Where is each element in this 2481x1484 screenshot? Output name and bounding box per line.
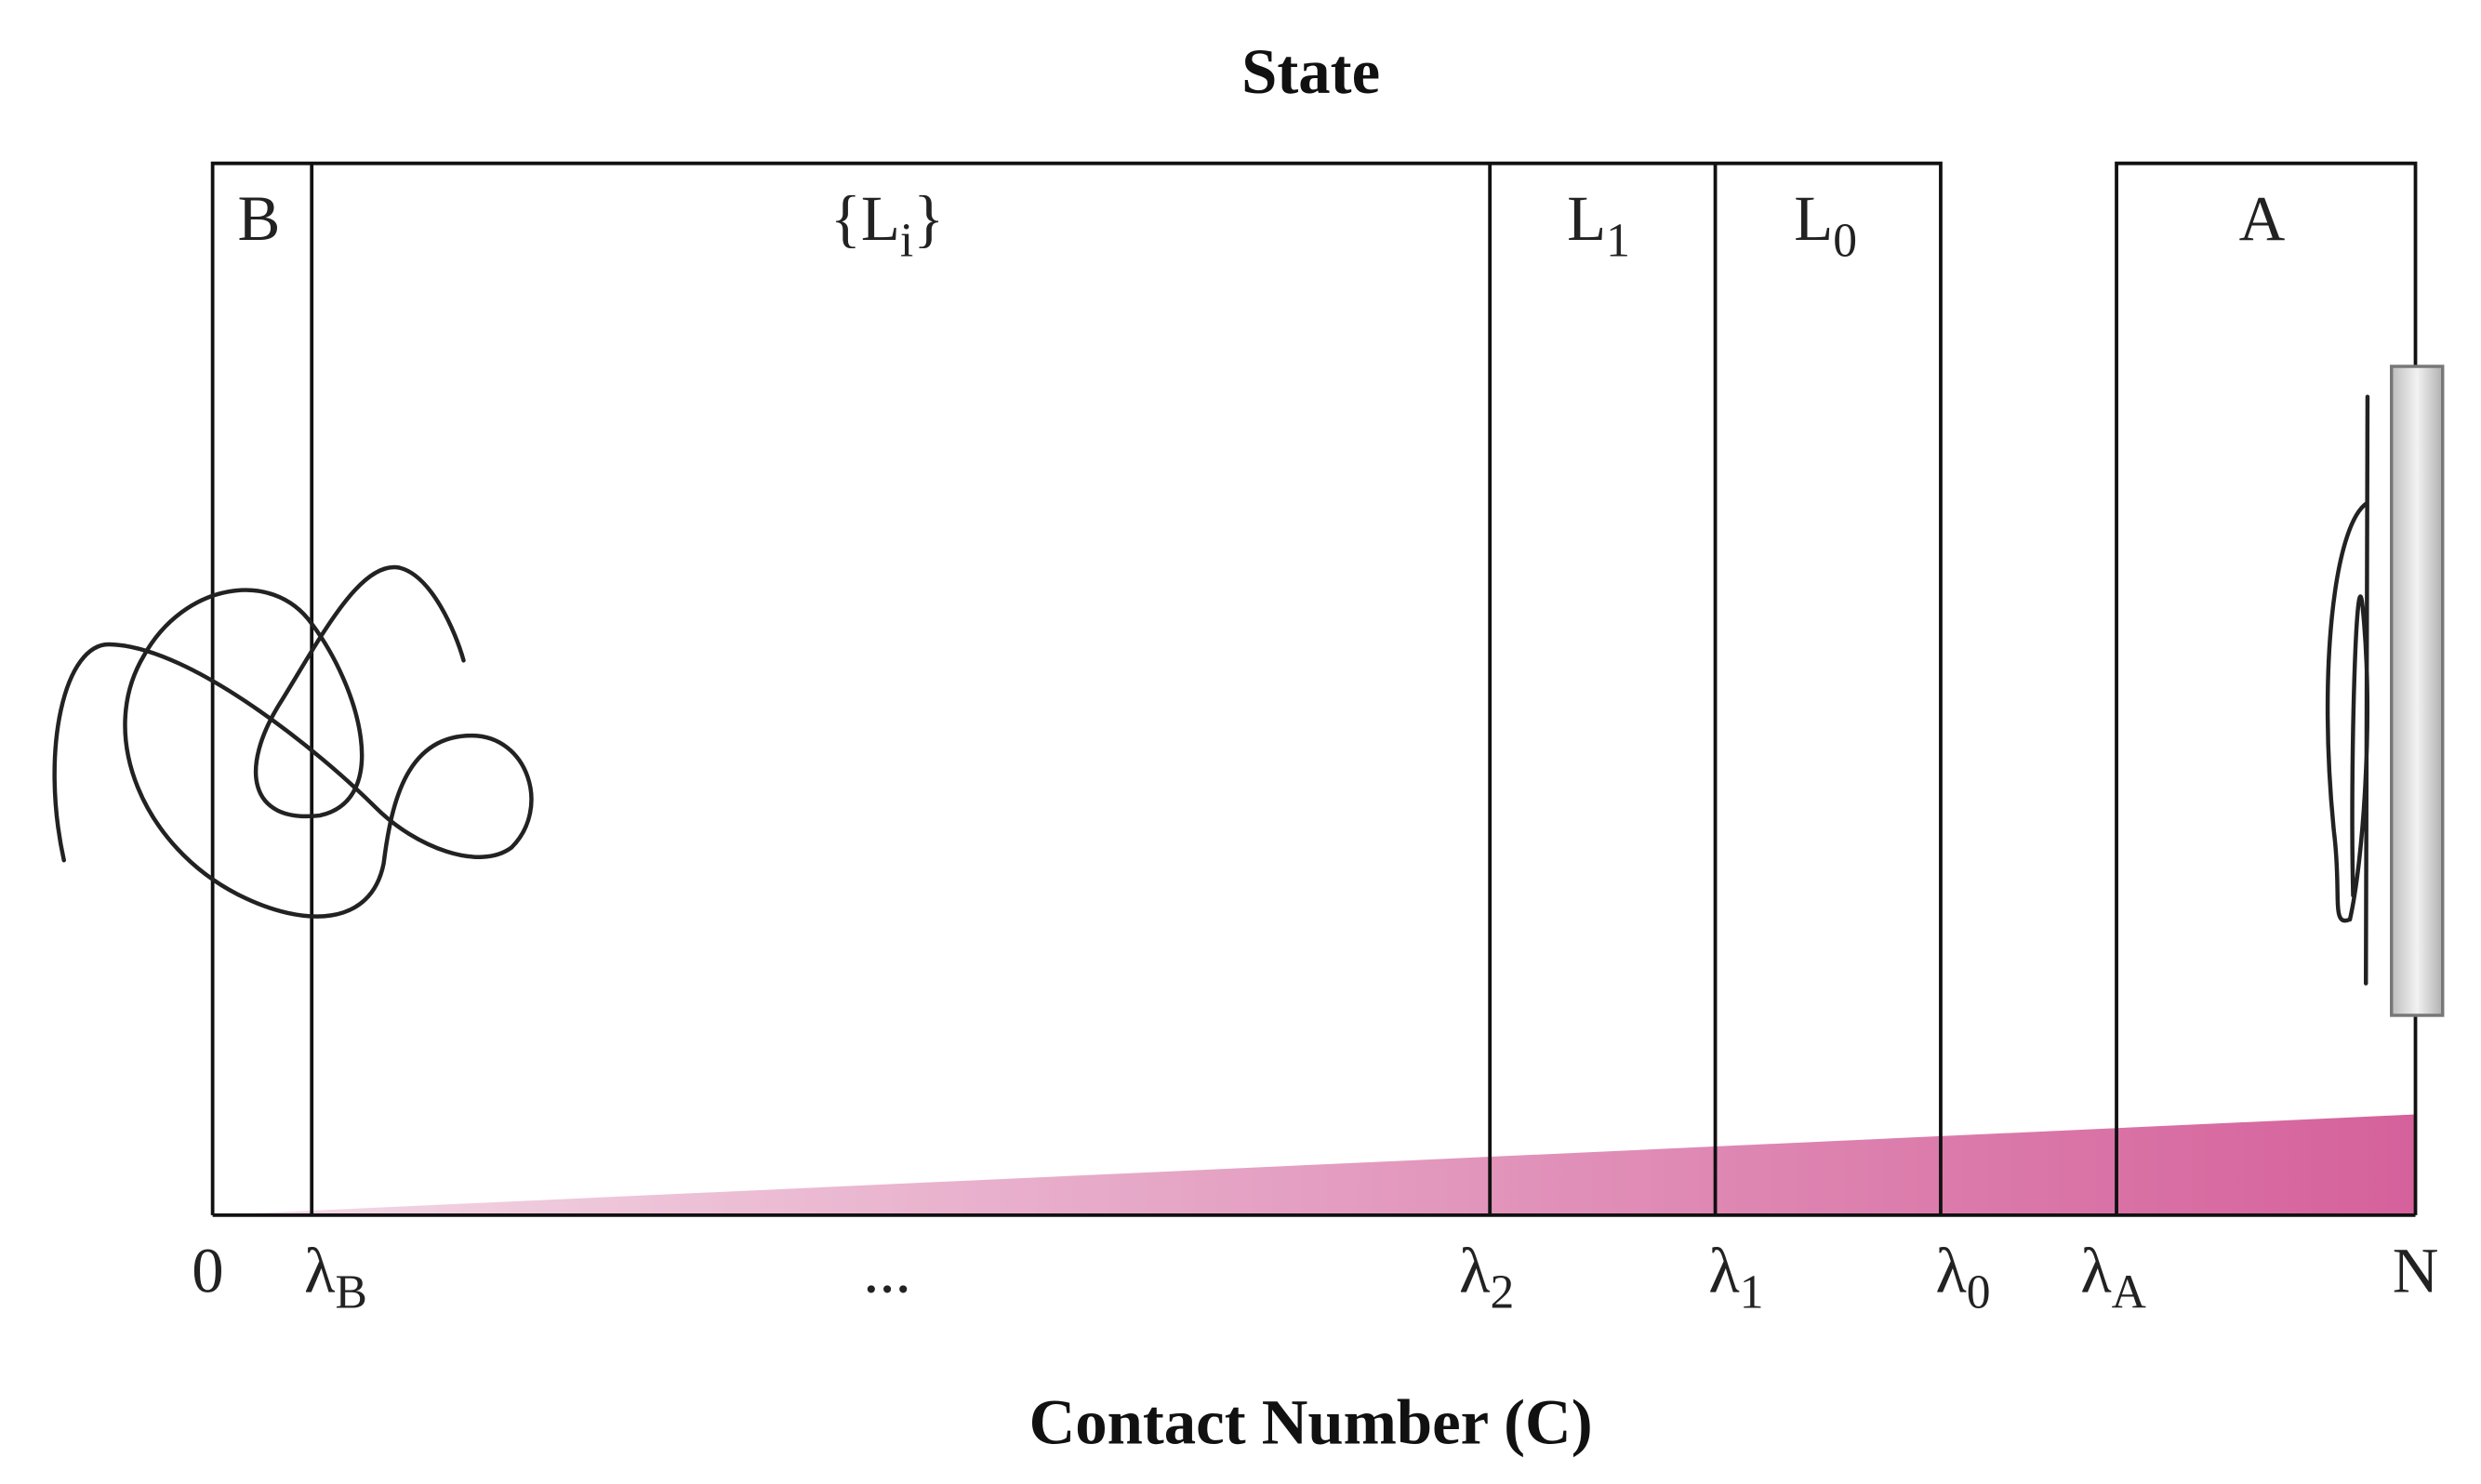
region-label: {Li} [830, 183, 944, 267]
tick-label: ... [863, 1235, 911, 1305]
contact-gradient [212, 1114, 2416, 1215]
coiled-polymer [52, 564, 534, 919]
box-outline [2115, 161, 2418, 1215]
x-axis-label: Contact Number (C) [1029, 1387, 1593, 1458]
label-sub: 2 [1491, 1266, 1515, 1319]
title: State [1241, 36, 1380, 107]
label-text: ... [863, 1235, 911, 1305]
region-label: L0 [1794, 183, 1857, 267]
label-text: {L [830, 183, 900, 254]
label-text: λ [304, 1235, 335, 1305]
region-label: B [238, 183, 281, 254]
label-sub: i [900, 214, 913, 267]
label-text: 0 [192, 1235, 223, 1305]
label-sub: A [2112, 1266, 2146, 1319]
label-text: L [1794, 183, 1833, 254]
tick-label: λ0 [1935, 1235, 1990, 1318]
label-text: λ [1459, 1235, 1490, 1305]
tick-labels: 0 λB ... λ2 λ1 λ0 λA N [192, 1235, 2438, 1318]
region-label: A [2239, 183, 2286, 254]
label-text: λ [1935, 1235, 1966, 1305]
tick-label: λ2 [1459, 1235, 1514, 1318]
region-labels: B {Li} L1 L0 A [238, 183, 2286, 267]
label-sub: 0 [1833, 214, 1857, 267]
state-boxes [210, 161, 2418, 1217]
surface-rod [2390, 364, 2445, 1017]
region-label: L1 [1567, 183, 1630, 267]
tick-label: λB [304, 1235, 367, 1318]
label-text: A [2239, 183, 2286, 254]
label-sub: B [335, 1266, 366, 1319]
box-outline [210, 161, 1943, 1215]
label-sub: 1 [1740, 1266, 1764, 1319]
label-text: L [1567, 183, 1606, 254]
label-sub: 0 [1967, 1266, 1991, 1319]
label-sub: 1 [1606, 214, 1630, 267]
adsorbed-polymer [2325, 394, 2370, 986]
tick-label: N [2393, 1235, 2439, 1305]
tick-label: λ1 [1708, 1235, 1763, 1318]
tick-label: λA [2080, 1235, 2146, 1318]
label-text: N [2393, 1235, 2439, 1305]
label-text: B [238, 183, 281, 254]
label-text: λ [1708, 1235, 1739, 1305]
label-text: } [913, 183, 944, 254]
label-text: λ [2080, 1235, 2111, 1305]
tick-label: 0 [192, 1235, 223, 1305]
